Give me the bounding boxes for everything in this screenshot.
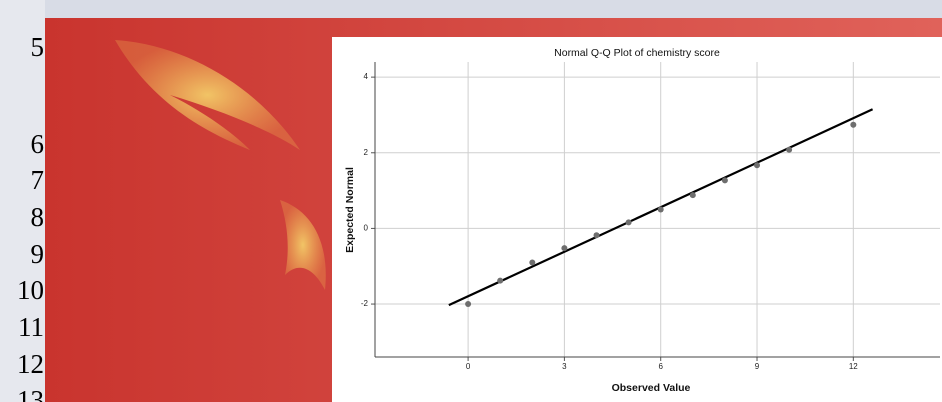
page: Normal Q-Q Plot of chemistry score Obser… [0, 0, 942, 402]
data-point [690, 192, 696, 198]
x-tick-label: 12 [849, 362, 858, 371]
x-tick-label: 6 [658, 362, 663, 371]
line-number: 6 [31, 129, 45, 159]
line-number: 9 [31, 239, 45, 269]
line-number: 5 [31, 32, 45, 62]
line-number: 13 [17, 385, 44, 402]
x-tick-label: 0 [466, 362, 471, 371]
data-point [561, 245, 567, 251]
data-point [754, 162, 760, 168]
data-point [497, 278, 503, 284]
data-point [626, 219, 632, 225]
line-number: 10 [17, 275, 44, 305]
line-number: 8 [31, 202, 45, 232]
x-tick-label: 3 [562, 362, 567, 371]
data-point [465, 301, 471, 307]
chart-frame [332, 37, 942, 402]
y-tick-label: 4 [364, 72, 369, 81]
x-axis-label: Observed Value [612, 382, 691, 394]
y-tick-label: 2 [364, 148, 369, 157]
line-number: 11 [18, 312, 44, 342]
y-tick-label: -2 [361, 299, 369, 308]
line-number: 7 [31, 165, 45, 195]
data-point [594, 232, 600, 238]
y-tick-label: 0 [364, 224, 369, 233]
data-point [529, 259, 535, 265]
line-number: 12 [17, 349, 44, 379]
chart-title: Normal Q-Q Plot of chemistry score [554, 47, 720, 59]
data-point [850, 122, 856, 128]
data-point [658, 207, 664, 213]
y-axis-label: Expected Normal [344, 167, 356, 253]
data-point [722, 177, 728, 183]
data-point [786, 147, 792, 153]
x-tick-label: 9 [755, 362, 760, 371]
